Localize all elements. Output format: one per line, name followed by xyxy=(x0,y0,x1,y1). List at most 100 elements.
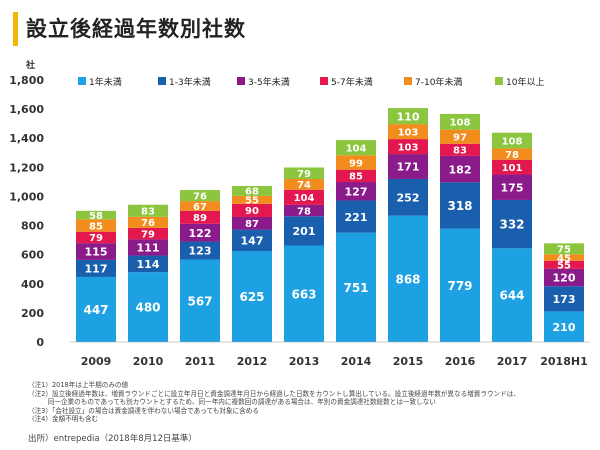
legend-label: 5-7年未満 xyxy=(331,76,373,88)
bar-value-label: 173 xyxy=(553,293,576,306)
bar-segment xyxy=(336,200,376,233)
bar-value-label: 99 xyxy=(349,158,363,169)
bar-value-label: 122 xyxy=(189,227,212,240)
bar-value-label: 87 xyxy=(245,219,259,230)
bar-value-label: 175 xyxy=(501,181,524,194)
bar-value-label: 318 xyxy=(447,199,472,213)
x-tick-label: 2011 xyxy=(185,355,216,368)
bar-value-label: 78 xyxy=(505,150,519,161)
footnotes: （注1）2018年は上半期のみの値 （注2）設立後経過年数は、増資ラウンドごとに… xyxy=(28,381,593,424)
bar-segment xyxy=(492,159,532,175)
bar-segment xyxy=(284,167,324,179)
bar-segment xyxy=(388,108,428,125)
legend: 1年未満 1-3年未満 3-5年未満 5-7年未満 7-10年未満 10年以上 xyxy=(78,76,544,88)
bar-segment xyxy=(128,239,168,256)
bar-value-label: 332 xyxy=(499,218,524,232)
bar-value-label: 55 xyxy=(557,261,571,272)
footnote: （注1）2018年は上半期のみの値 xyxy=(28,381,129,389)
footnote: （注3）「会社設立」の場合は資金調達を伴わない場合であっても対象に含める xyxy=(28,406,259,415)
x-tick-label: 2016 xyxy=(445,355,476,368)
bar-value-label: 79 xyxy=(141,229,155,240)
bar-segment xyxy=(128,272,168,342)
bar-segment xyxy=(388,124,428,140)
bar-value-label: 78 xyxy=(297,206,311,217)
bar-segment xyxy=(284,189,324,205)
legend-swatch xyxy=(404,77,412,85)
bar-value-label: 83 xyxy=(141,207,155,218)
legend-swatch xyxy=(320,77,328,85)
bar-segment xyxy=(440,113,480,130)
x-tick-label: 2009 xyxy=(81,355,112,368)
bar-segment xyxy=(544,286,584,312)
bar-value-label: 127 xyxy=(345,185,368,198)
y-tick-label: 800 xyxy=(21,220,44,233)
bar-value-label: 76 xyxy=(193,191,207,202)
bar-value-label: 171 xyxy=(397,161,420,174)
bar-segment xyxy=(336,169,376,183)
bar-segment xyxy=(544,243,584,255)
bar-value-label: 104 xyxy=(346,143,367,154)
bar-value-label: 79 xyxy=(297,169,311,180)
footnote: 同一企業のものであっても別カウントとするため、同一年内に複数回の調達がある場合は… xyxy=(28,398,436,407)
bar-segment xyxy=(180,190,220,202)
y-tick-label: 200 xyxy=(21,307,44,320)
bar-value-label: 83 xyxy=(453,146,467,157)
bar-value-label: 751 xyxy=(343,281,368,295)
bar-segment xyxy=(440,228,480,342)
bar-segment xyxy=(76,219,116,232)
bar-segment xyxy=(544,254,584,261)
bar-segment xyxy=(128,216,168,228)
x-tick-label: 2013 xyxy=(289,355,320,368)
bar-value-label: 252 xyxy=(397,191,420,204)
source-note: 出所）entrepedia（2018年8月12日基準） xyxy=(28,434,197,444)
bar-segment xyxy=(180,241,220,260)
y-tick-label: 1,000 xyxy=(9,190,44,203)
bar-segment xyxy=(180,223,220,242)
bar-value-label: 868 xyxy=(395,272,420,286)
bar-value-label: 447 xyxy=(83,303,108,317)
y-tick-label: 400 xyxy=(21,278,44,291)
y-axis-label: 社 xyxy=(25,59,35,71)
y-tick-label: 1,800 xyxy=(9,74,44,87)
bar-segment xyxy=(76,231,116,244)
y-tick-label: 1,200 xyxy=(9,161,44,174)
bar-value-label: 147 xyxy=(241,235,264,248)
bar-segment xyxy=(492,174,532,200)
bar-value-label: 68 xyxy=(245,187,259,198)
bar-segment xyxy=(232,216,272,230)
bar-segment xyxy=(232,251,272,342)
x-tick-label: 2014 xyxy=(341,355,372,368)
bar-value-label: 663 xyxy=(291,287,316,301)
bar-segment xyxy=(232,195,272,204)
bar-segment xyxy=(388,154,428,179)
bar-segment xyxy=(440,155,480,183)
bar-segment xyxy=(544,260,584,269)
y-axis: 0 200 400 600 800 1,000 1,200 1,400 1,600 1,800 xyxy=(9,74,44,349)
bar-value-label: 114 xyxy=(137,258,160,271)
bar-segment xyxy=(440,143,480,156)
bar-value-label: 74 xyxy=(297,180,311,191)
x-tick-label: 2012 xyxy=(237,355,268,368)
bar-value-label: 117 xyxy=(85,263,108,276)
bar-value-label: 644 xyxy=(499,289,524,303)
bar-segment xyxy=(284,245,324,342)
stacked-bar-chart: 社 0 200 400 600 800 1,000 1,200 1,400 1,600 1,800… xyxy=(9,59,590,368)
bar-segment xyxy=(440,129,480,144)
legend-label: 3-5年未満 xyxy=(248,76,290,88)
bar-segment xyxy=(388,215,428,342)
bar-segment xyxy=(180,259,220,342)
bar-segment xyxy=(544,311,584,342)
bar-segment xyxy=(492,199,532,249)
bar-value-label: 221 xyxy=(345,211,368,224)
bar-value-label: 108 xyxy=(450,118,471,129)
legend-label: 1年未満 xyxy=(89,76,122,88)
y-tick-label: 0 xyxy=(36,336,44,349)
bar-segment xyxy=(440,182,480,229)
bar-value-label: 108 xyxy=(502,136,523,147)
bar-value-label: 67 xyxy=(193,202,207,213)
bar-value-label: 85 xyxy=(89,221,103,232)
x-tick-label: 2017 xyxy=(497,355,528,368)
bar-value-label: 76 xyxy=(141,218,155,229)
legend-swatch xyxy=(78,77,86,85)
x-tick-label: 2010 xyxy=(133,355,164,368)
